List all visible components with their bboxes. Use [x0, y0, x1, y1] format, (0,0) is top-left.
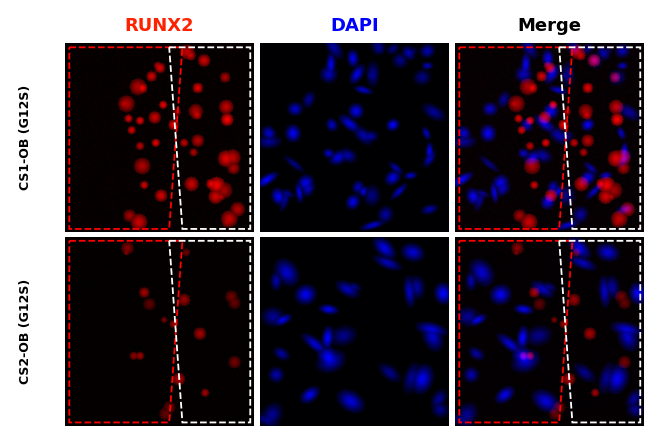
Text: CS2-OB (G12S): CS2-OB (G12S) — [20, 279, 32, 384]
Text: CS1-OB (G12S): CS1-OB (G12S) — [20, 85, 32, 190]
Text: DAPI: DAPI — [330, 17, 378, 35]
Text: RUNX2: RUNX2 — [124, 17, 194, 35]
Text: Merge: Merge — [517, 17, 581, 35]
